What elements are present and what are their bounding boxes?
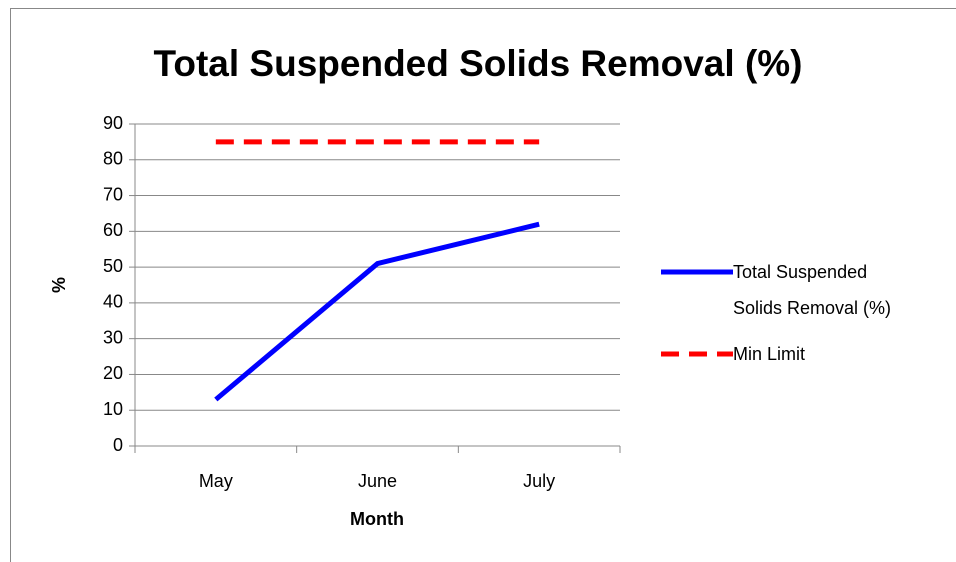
y-tick-label: 60 xyxy=(103,220,123,240)
y-tick-label: 50 xyxy=(103,256,123,276)
data-line xyxy=(214,221,540,402)
y-axis-label: % xyxy=(49,277,69,293)
legend-label: Min Limit xyxy=(733,344,806,364)
x-tick-label: June xyxy=(358,471,397,491)
x-axis-label: Month xyxy=(350,509,404,529)
legend-swatch xyxy=(661,351,733,357)
y-tick-label: 20 xyxy=(103,363,123,383)
x-tick-label: May xyxy=(199,471,233,491)
chart-border xyxy=(10,8,956,562)
legend-swatch xyxy=(661,269,733,275)
x-tick-label: July xyxy=(523,471,555,491)
legend-label: Total Suspended Solids Removal (%) xyxy=(733,262,892,318)
y-tick-label: 70 xyxy=(103,184,123,204)
y-tick-label: 30 xyxy=(103,327,123,347)
y-tick-label: 40 xyxy=(103,292,123,312)
y-tick-label: 0 xyxy=(113,435,123,455)
legend-item: Total Suspended Solids Removal (%) xyxy=(655,254,923,326)
y-tick-label: 10 xyxy=(103,399,123,419)
y-tick-label: 90 xyxy=(103,113,123,133)
y-tick-label: 80 xyxy=(103,149,123,169)
legend: Total Suspended Solids Removal (%) Min Li… xyxy=(655,254,923,382)
legend-item: Min Limit xyxy=(655,336,923,372)
chart-title: Total Suspended Solids Removal (%) xyxy=(154,43,803,84)
